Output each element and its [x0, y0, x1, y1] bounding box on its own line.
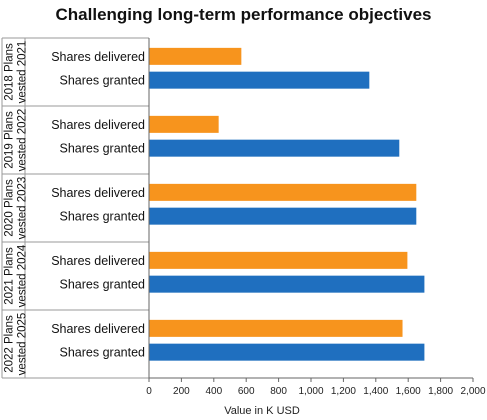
x-tick-label: 200: [173, 386, 190, 397]
bar-shares-granted: [149, 275, 425, 293]
category-label: Shares delivered: [51, 186, 145, 200]
x-tick-label: 600: [238, 386, 255, 397]
category-label: Shares granted: [60, 142, 146, 156]
bar-shares-delivered: [149, 115, 219, 133]
bar-shares-granted: [149, 343, 425, 361]
bar-shares-delivered: [149, 183, 417, 201]
category-label: Shares granted: [60, 346, 146, 360]
group-label: 2021 Plansvested 2024: [3, 244, 28, 307]
x-tick-label: 1,200: [331, 386, 356, 397]
x-tick-label: 800: [270, 386, 287, 397]
bar-shares-granted: [149, 207, 417, 225]
group-label: 2020 Plansvested 2023: [3, 177, 28, 240]
x-tick-label: 1,600: [396, 386, 421, 397]
category-label: Shares granted: [60, 278, 146, 292]
x-tick-label: 1,400: [363, 386, 388, 397]
category-label: Shares delivered: [51, 118, 145, 132]
x-tick-label: 2,000: [460, 386, 485, 397]
group-label: 2018 Plansvested 2021: [3, 41, 28, 104]
x-axis-title: Value in K USD: [224, 405, 300, 417]
bar-shares-delivered: [149, 47, 242, 65]
group-label: 2019 Plansvested 2022: [3, 109, 28, 172]
chart-title: Challenging long-term performance object…: [55, 5, 432, 24]
bar-shares-delivered: [149, 319, 403, 337]
x-tick-label: 0: [146, 386, 152, 397]
category-label: Shares delivered: [51, 50, 145, 64]
x-tick-label: 1,000: [298, 386, 323, 397]
category-label: Shares granted: [60, 210, 146, 224]
bar-shares-granted: [149, 139, 400, 157]
category-label: Shares delivered: [51, 254, 145, 268]
category-label: Shares delivered: [51, 322, 145, 336]
group-label: 2022 Plansvested 2025: [3, 313, 28, 376]
bar-shares-granted: [149, 71, 370, 89]
category-label: Shares granted: [60, 74, 146, 88]
bar-shares-delivered: [149, 251, 408, 269]
x-tick-label: 1,800: [428, 386, 453, 397]
x-tick-label: 400: [205, 386, 222, 397]
